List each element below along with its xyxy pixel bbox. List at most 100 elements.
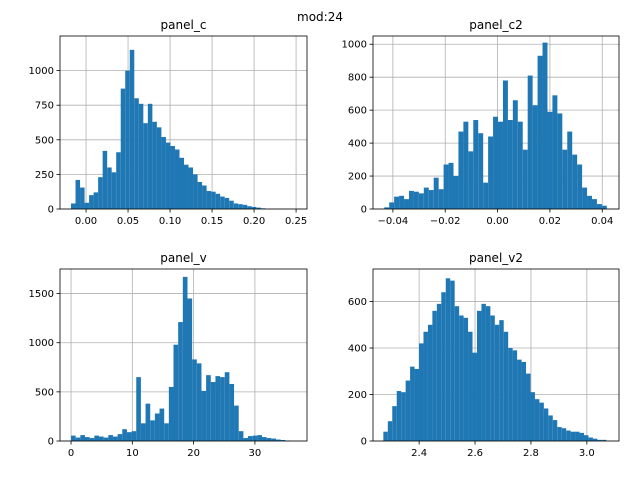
suptitle: mod:24 — [297, 10, 343, 24]
x-tick-label: 0.20 — [243, 216, 265, 227]
histogram-bar — [134, 98, 139, 209]
histogram-bar — [410, 366, 415, 441]
histogram-bar — [94, 435, 99, 441]
histogram-bar — [75, 437, 81, 441]
histogram-bar — [229, 383, 235, 441]
histogram-bar — [499, 320, 504, 441]
histogram-bar — [448, 162, 454, 209]
histogram-bar — [478, 133, 484, 209]
histogram-bar — [215, 193, 221, 209]
histogram-bar — [80, 435, 86, 441]
histogram-bar — [220, 196, 225, 209]
histogram-bar — [84, 202, 90, 209]
histogram-bar — [512, 100, 518, 209]
histogram-bar — [89, 195, 94, 209]
histogram-bar — [125, 70, 130, 209]
histogram-bar — [473, 120, 479, 209]
panel-title: panel_c — [161, 18, 207, 32]
histogram-bar — [251, 206, 257, 209]
histogram-bar — [450, 280, 455, 441]
histogram-bar — [490, 315, 495, 441]
histogram-bar — [168, 386, 174, 441]
x-tick-label: 0.05 — [117, 216, 139, 227]
histogram-bar — [534, 399, 540, 441]
panel-title: panel_c2 — [469, 18, 523, 32]
histogram-bar — [468, 151, 474, 209]
histogram-bar — [459, 315, 464, 441]
histogram-bar — [507, 120, 513, 209]
x-tick-label: 2.6 — [467, 448, 483, 459]
histogram-bar — [572, 154, 578, 209]
x-tick-label: 2.4 — [411, 448, 427, 459]
x-tick-label: 10 — [126, 448, 139, 459]
axes-frame — [59, 268, 308, 442]
histogram-bar — [592, 438, 598, 441]
x-tick-label: −0.02 — [430, 216, 461, 227]
x-tick-label: −0.04 — [378, 216, 409, 227]
histogram-bar — [596, 204, 602, 209]
histogram-bar — [503, 331, 509, 441]
histogram-bar — [481, 303, 486, 441]
histogram-bar — [483, 182, 489, 209]
histogram-bar — [206, 191, 212, 209]
histogram-bar — [243, 438, 249, 441]
histogram-bar — [201, 390, 207, 441]
panel-1: −0.04 −0.02 0.00 0.02 0.04 0 200 400 600 800 1000 p… — [342, 18, 620, 227]
histogram-bar — [575, 431, 580, 441]
histogram-bar — [443, 164, 449, 209]
panel-3: 2.4 2.6 2.8 3.0 0 200 400 600 panel_v2 — [348, 251, 620, 459]
histogram-bar — [570, 431, 576, 441]
histogram-bar — [432, 310, 437, 441]
histogram-bar — [405, 380, 411, 441]
histogram-bar — [494, 324, 500, 441]
histogram-bar — [193, 174, 198, 209]
histogram-bar — [210, 382, 216, 441]
histogram-bar — [557, 113, 563, 209]
histogram-bar — [152, 121, 157, 209]
histogram-bar — [582, 187, 588, 209]
histogram-bar — [601, 205, 607, 209]
y-tick-label: 200 — [348, 390, 367, 401]
histogram-bar — [107, 167, 112, 209]
histogram-bar — [116, 152, 121, 209]
histogram-bar — [436, 303, 442, 441]
histogram-bar — [508, 348, 513, 441]
x-tick-label: 2.8 — [523, 448, 539, 459]
histogram-bar — [220, 377, 225, 441]
histogram-bar — [98, 436, 104, 441]
histogram-bar — [577, 164, 583, 209]
histogram-bar — [543, 408, 549, 441]
histogram-bar — [526, 373, 531, 441]
histogram-bar — [206, 375, 211, 441]
histogram-bar — [468, 331, 473, 441]
y-tick-label: 500 — [35, 135, 54, 146]
histogram-bar — [418, 193, 424, 209]
x-tick-label: 20 — [187, 448, 200, 459]
histogram-bar — [399, 195, 405, 209]
x-tick-label: 0 — [68, 448, 74, 459]
histogram-bar — [428, 190, 434, 209]
axes-frame — [372, 35, 620, 210]
histogram-bar — [178, 322, 183, 441]
histogram-bar — [71, 435, 76, 441]
histogram-bar — [587, 195, 592, 209]
histogram-bar — [579, 432, 584, 441]
histogram-bar — [458, 131, 464, 209]
histogram-bar — [384, 207, 390, 209]
histogram-bar — [131, 431, 137, 441]
y-tick-label: 0 — [361, 437, 367, 448]
y-tick-label: 400 — [348, 344, 367, 355]
histogram-bar — [597, 439, 602, 441]
panel-title: panel_v — [160, 251, 206, 265]
y-tick-label: 1000 — [29, 66, 54, 77]
y-tick-label: 1000 — [342, 40, 367, 51]
histogram-bar — [93, 192, 99, 209]
histogram-bar — [401, 392, 406, 441]
histogram-bar — [517, 121, 523, 209]
histogram-bar — [423, 187, 429, 209]
histogram-bar — [224, 197, 230, 209]
histogram-bar — [238, 204, 243, 209]
histogram-bar — [211, 191, 216, 209]
histogram-bar — [472, 352, 477, 441]
